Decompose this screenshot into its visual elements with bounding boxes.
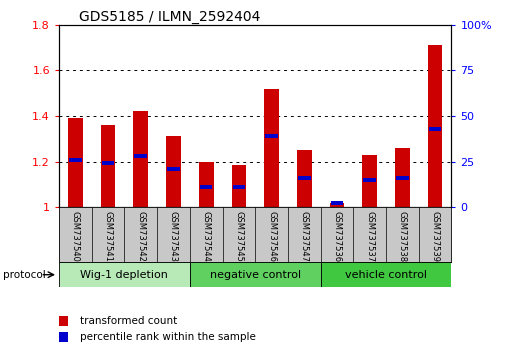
Bar <box>199 161 213 207</box>
Bar <box>297 150 311 207</box>
Bar <box>68 118 83 207</box>
Text: GSM737536: GSM737536 <box>332 211 342 262</box>
Bar <box>298 176 310 180</box>
Text: GSM737543: GSM737543 <box>169 211 178 262</box>
Text: GSM737537: GSM737537 <box>365 211 374 262</box>
Bar <box>264 88 279 207</box>
Bar <box>190 262 321 287</box>
Text: transformed count: transformed count <box>80 316 177 326</box>
Bar <box>101 125 115 207</box>
Text: Wig-1 depletion: Wig-1 depletion <box>81 270 168 280</box>
Bar <box>321 262 451 287</box>
Text: GSM737540: GSM737540 <box>71 211 80 262</box>
Bar <box>331 201 343 205</box>
Bar <box>200 185 212 189</box>
Bar <box>59 262 190 287</box>
Text: GSM737541: GSM737541 <box>104 211 112 262</box>
Bar <box>396 176 409 180</box>
Text: GSM737544: GSM737544 <box>202 211 211 262</box>
Bar <box>69 158 82 162</box>
Bar <box>166 136 181 207</box>
Bar <box>265 134 278 138</box>
Bar <box>428 45 442 207</box>
Text: GSM737538: GSM737538 <box>398 211 407 262</box>
Bar <box>167 167 180 171</box>
Bar <box>330 202 344 207</box>
Bar <box>133 112 148 207</box>
Bar <box>232 185 245 189</box>
Text: percentile rank within the sample: percentile rank within the sample <box>80 332 255 342</box>
Bar <box>429 127 441 131</box>
Text: vehicle control: vehicle control <box>345 270 427 280</box>
Bar <box>231 165 246 207</box>
Bar <box>102 161 114 165</box>
Bar <box>362 155 377 207</box>
Bar <box>395 148 410 207</box>
Text: protocol: protocol <box>3 270 45 280</box>
Text: GSM737546: GSM737546 <box>267 211 276 262</box>
Text: GSM737547: GSM737547 <box>300 211 309 262</box>
Text: GSM737539: GSM737539 <box>430 211 440 262</box>
Bar <box>134 154 147 158</box>
Text: GSM737545: GSM737545 <box>234 211 243 262</box>
Text: GDS5185 / ILMN_2592404: GDS5185 / ILMN_2592404 <box>78 10 260 24</box>
Bar <box>363 178 376 182</box>
Text: negative control: negative control <box>210 270 301 280</box>
Text: GSM737542: GSM737542 <box>136 211 145 262</box>
